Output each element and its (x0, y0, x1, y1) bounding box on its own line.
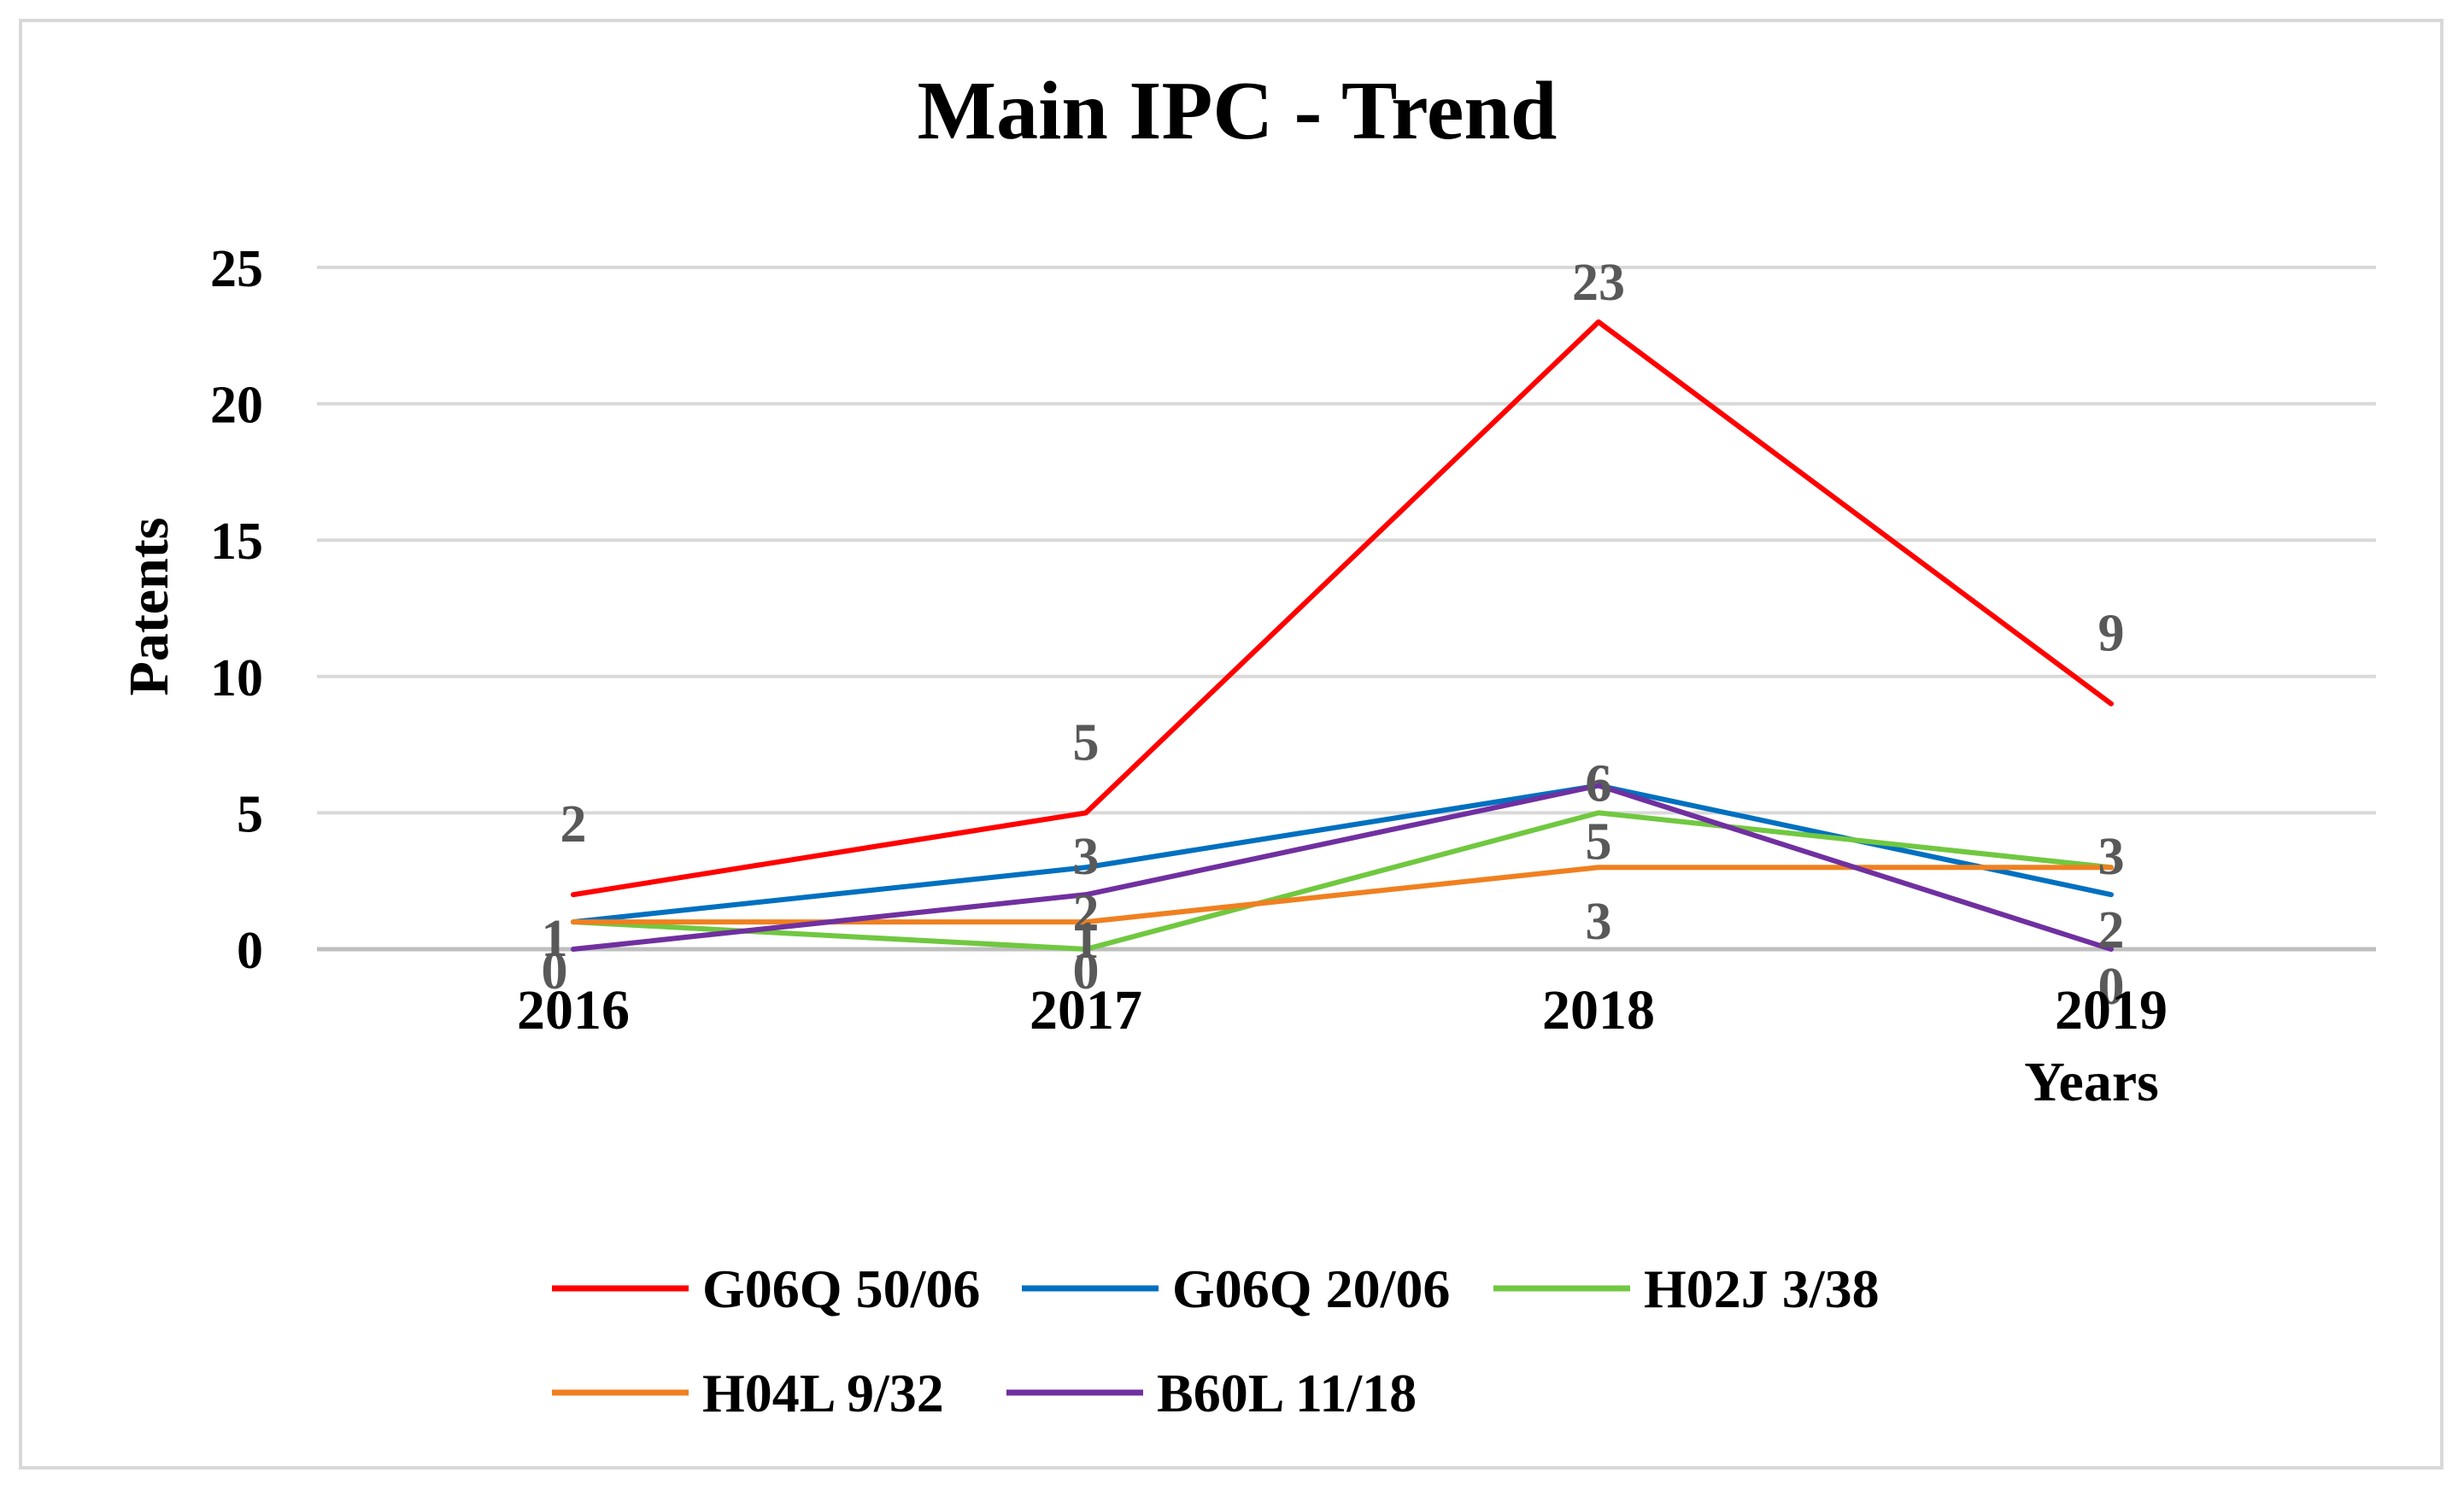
data-label: 1 (1073, 912, 1100, 970)
legend-label: H02J 3/38 (1644, 1258, 1880, 1319)
y-tick-label: 10 (210, 649, 263, 707)
y-tick-label: 5 (237, 785, 263, 843)
series-line-0 (571, 319, 2114, 898)
x-axis-title: Years (2024, 1051, 2159, 1113)
data-label: 3 (2098, 828, 2125, 886)
legend-label: G06Q 50/06 (702, 1258, 980, 1319)
x-tick-label: 2018 (1542, 979, 1655, 1041)
y-axis-title: Patents (118, 518, 180, 696)
data-label: 0 (1073, 942, 1100, 1000)
x-tick-label: 2017 (1030, 979, 1142, 1041)
legend-label: H04L 9/32 (702, 1363, 944, 1423)
x-tick-label: 2019 (2055, 979, 2168, 1041)
series-line-1 (571, 783, 2114, 925)
legend-label: G06Q 20/06 (1172, 1258, 1450, 1319)
data-label: 3 (1073, 828, 1100, 886)
legend-label: B60L 11/18 (1157, 1363, 1417, 1423)
data-label: 9 (2098, 605, 2125, 663)
data-label: 1 (542, 910, 568, 968)
data-label: 1 (542, 910, 568, 968)
data-label: 2 (560, 795, 587, 854)
x-tick-label: 2016 (517, 979, 630, 1041)
data-label: 2 (1073, 884, 1100, 942)
data-label: 5 (1073, 713, 1100, 771)
data-label: 0 (542, 942, 568, 1000)
data-label: 6 (1586, 754, 1612, 812)
chart-frame: 2 5 23 9 1 3 6 2 1 0 5 3 1 1 3 3 0 2 6 0 0 5 10 15 20 25 2016 2017… (19, 19, 2443, 1469)
series-line-4 (571, 783, 2114, 952)
data-label: 5 (1586, 812, 1612, 871)
series-line-2 (571, 810, 2114, 952)
y-tick-label: 25 (210, 240, 263, 298)
data-label: 0 (2098, 958, 2125, 1016)
data-label: 3 (1586, 893, 1612, 951)
y-tick-label: 20 (210, 377, 263, 435)
data-label: 23 (1572, 254, 1625, 312)
data-label: 3 (2098, 828, 2125, 886)
data-label: 2 (2098, 901, 2125, 959)
data-label: 1 (542, 910, 568, 968)
data-label: 6 (1586, 754, 1612, 812)
y-tick-label: 15 (210, 513, 263, 571)
chart-title: Main IPC - Trend (918, 65, 1558, 157)
y-tick-label: 0 (237, 922, 263, 980)
